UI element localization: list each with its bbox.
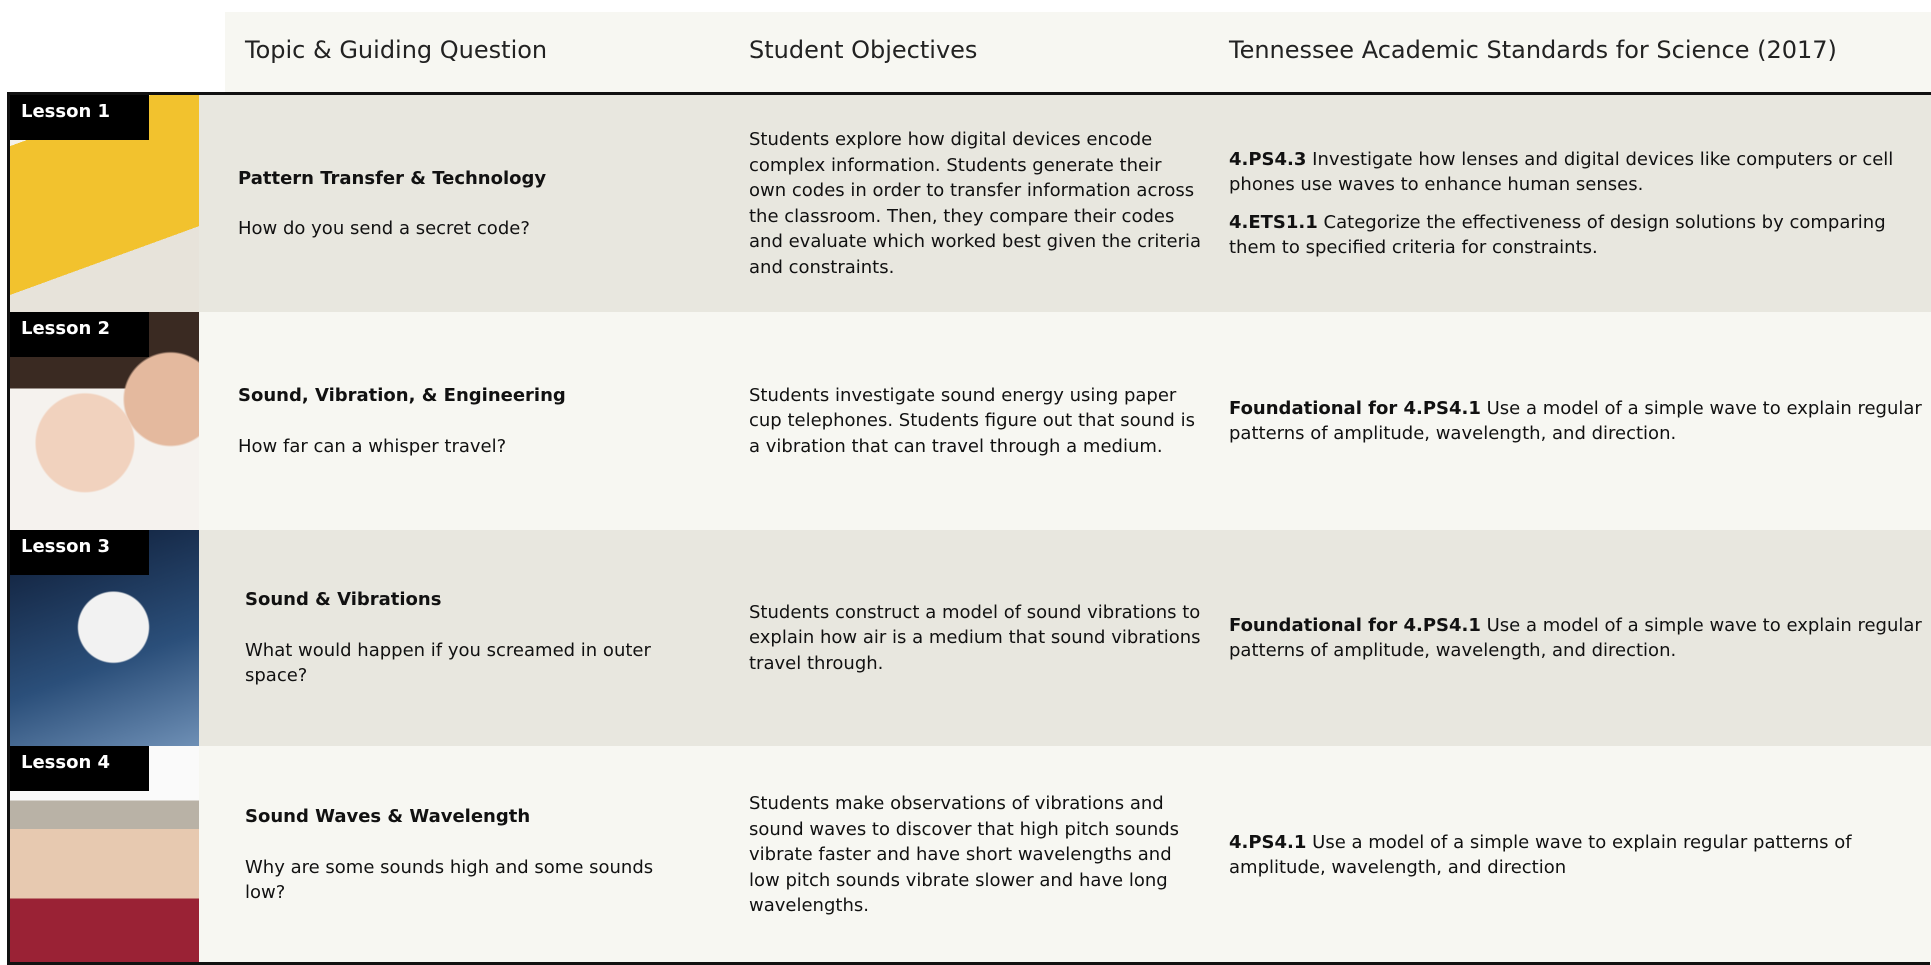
standard: Foundational for 4.PS4.1 Use a model of … — [1229, 613, 1929, 664]
topic-cell: Sound, Vibration, & Engineering How far c… — [238, 312, 688, 530]
header-rule — [9, 92, 1931, 95]
column-header: Student Objectives — [749, 36, 978, 64]
standards-cell: Foundational for 4.PS4.1 Use a model of … — [1229, 530, 1929, 746]
lesson-row: Lesson 2 Sound, Vibration, & Engineering H… — [9, 312, 1931, 530]
lesson-label: Lesson 3 — [9, 530, 149, 575]
standard: 4.PS4.1 Use a model of a simple wave to … — [1229, 830, 1929, 881]
standard-text: Use a model of a simple wave to explain … — [1229, 831, 1852, 879]
objectives-text: Students investigate sound energy using … — [749, 384, 1195, 457]
standard: Foundational for 4.PS4.1 Use a model of … — [1229, 396, 1929, 447]
standard-text: Investigate how lenses and digital devic… — [1229, 148, 1894, 196]
objectives-cell: Students make observations of vibrations… — [749, 746, 1204, 964]
topic-cell: Sound & Vibrations What would happen if y… — [245, 530, 695, 746]
lesson-row: Lesson 3 Sound & Vibrations What would hap… — [9, 530, 1931, 746]
lesson-label: Lesson 4 — [9, 746, 149, 791]
lesson-row: Lesson 1 Pattern Transfer & Technology How… — [9, 95, 1931, 312]
standard-code: 4.ETS1.1 — [1229, 211, 1318, 233]
guiding-question: How do you send a secret code? — [238, 218, 530, 239]
topic-title: Sound, Vibration, & Engineering — [238, 385, 566, 406]
standard-code: 4.PS4.1 — [1229, 831, 1307, 853]
standard-text: Use a model of a simple wave to explain … — [1229, 397, 1922, 445]
column-header: Topic & Guiding Question — [245, 36, 548, 64]
topic-title: Pattern Transfer & Technology — [238, 167, 547, 189]
standard-code: Foundational for 4.PS4.1 — [1229, 397, 1481, 419]
lesson-image: Lesson 2 — [9, 312, 199, 530]
objectives-text: Students construct a model of sound vibr… — [749, 601, 1201, 674]
topic-title: Sound & Vibrations — [245, 589, 442, 611]
standards-cell: Foundational for 4.PS4.1 Use a model of … — [1229, 312, 1929, 530]
lesson-label: Lesson 2 — [9, 312, 149, 357]
topic-title: Sound Waves & Wavelength — [245, 806, 531, 828]
objectives-cell: Students investigate sound energy using … — [749, 312, 1204, 530]
header-bar — [225, 12, 1931, 92]
standard-text: Use a model of a simple wave to explain … — [1229, 614, 1922, 662]
topic-cell: Pattern Transfer & Technology How do you … — [238, 95, 688, 312]
objectives-cell: Students explore how digital devices enc… — [749, 95, 1204, 312]
objectives-cell: Students construct a model of sound vibr… — [749, 530, 1204, 746]
standard-code: 4.PS4.3 — [1229, 148, 1307, 170]
topic-cell: Sound Waves & Wavelength Why are some sou… — [245, 746, 695, 964]
standard: 4.PS4.3 Investigate how lenses and digit… — [1229, 147, 1929, 198]
objectives-text: Students make observations of vibrations… — [749, 793, 1180, 917]
standard-code: Foundational for 4.PS4.1 — [1229, 614, 1481, 636]
standards-cell: 4.PS4.3 Investigate how lenses and digit… — [1229, 95, 1929, 312]
lesson-image: Lesson 1 — [9, 95, 199, 312]
lesson-image: Lesson 3 — [9, 530, 199, 746]
standards-cell: 4.PS4.1 Use a model of a simple wave to … — [1229, 746, 1929, 964]
guiding-question: What would happen if you screamed in out… — [245, 639, 651, 687]
guiding-question: How far can a whisper travel? — [238, 435, 507, 457]
lesson-image: Lesson 4 — [9, 746, 199, 964]
standard: 4.ETS1.1 Categorize the effectiveness of… — [1229, 210, 1929, 261]
lesson-row: Lesson 4 Sound Waves & Wavelength Why are … — [9, 746, 1931, 964]
objectives-text: Students explore how digital devices enc… — [749, 129, 1201, 278]
guiding-question: Why are some sounds high and some sounds… — [245, 856, 654, 904]
lesson-label: Lesson 1 — [9, 95, 149, 140]
standard-text: Categorize the effectiveness of design s… — [1229, 211, 1886, 259]
column-header: Tennessee Academic Standards for Science… — [1229, 36, 1837, 64]
